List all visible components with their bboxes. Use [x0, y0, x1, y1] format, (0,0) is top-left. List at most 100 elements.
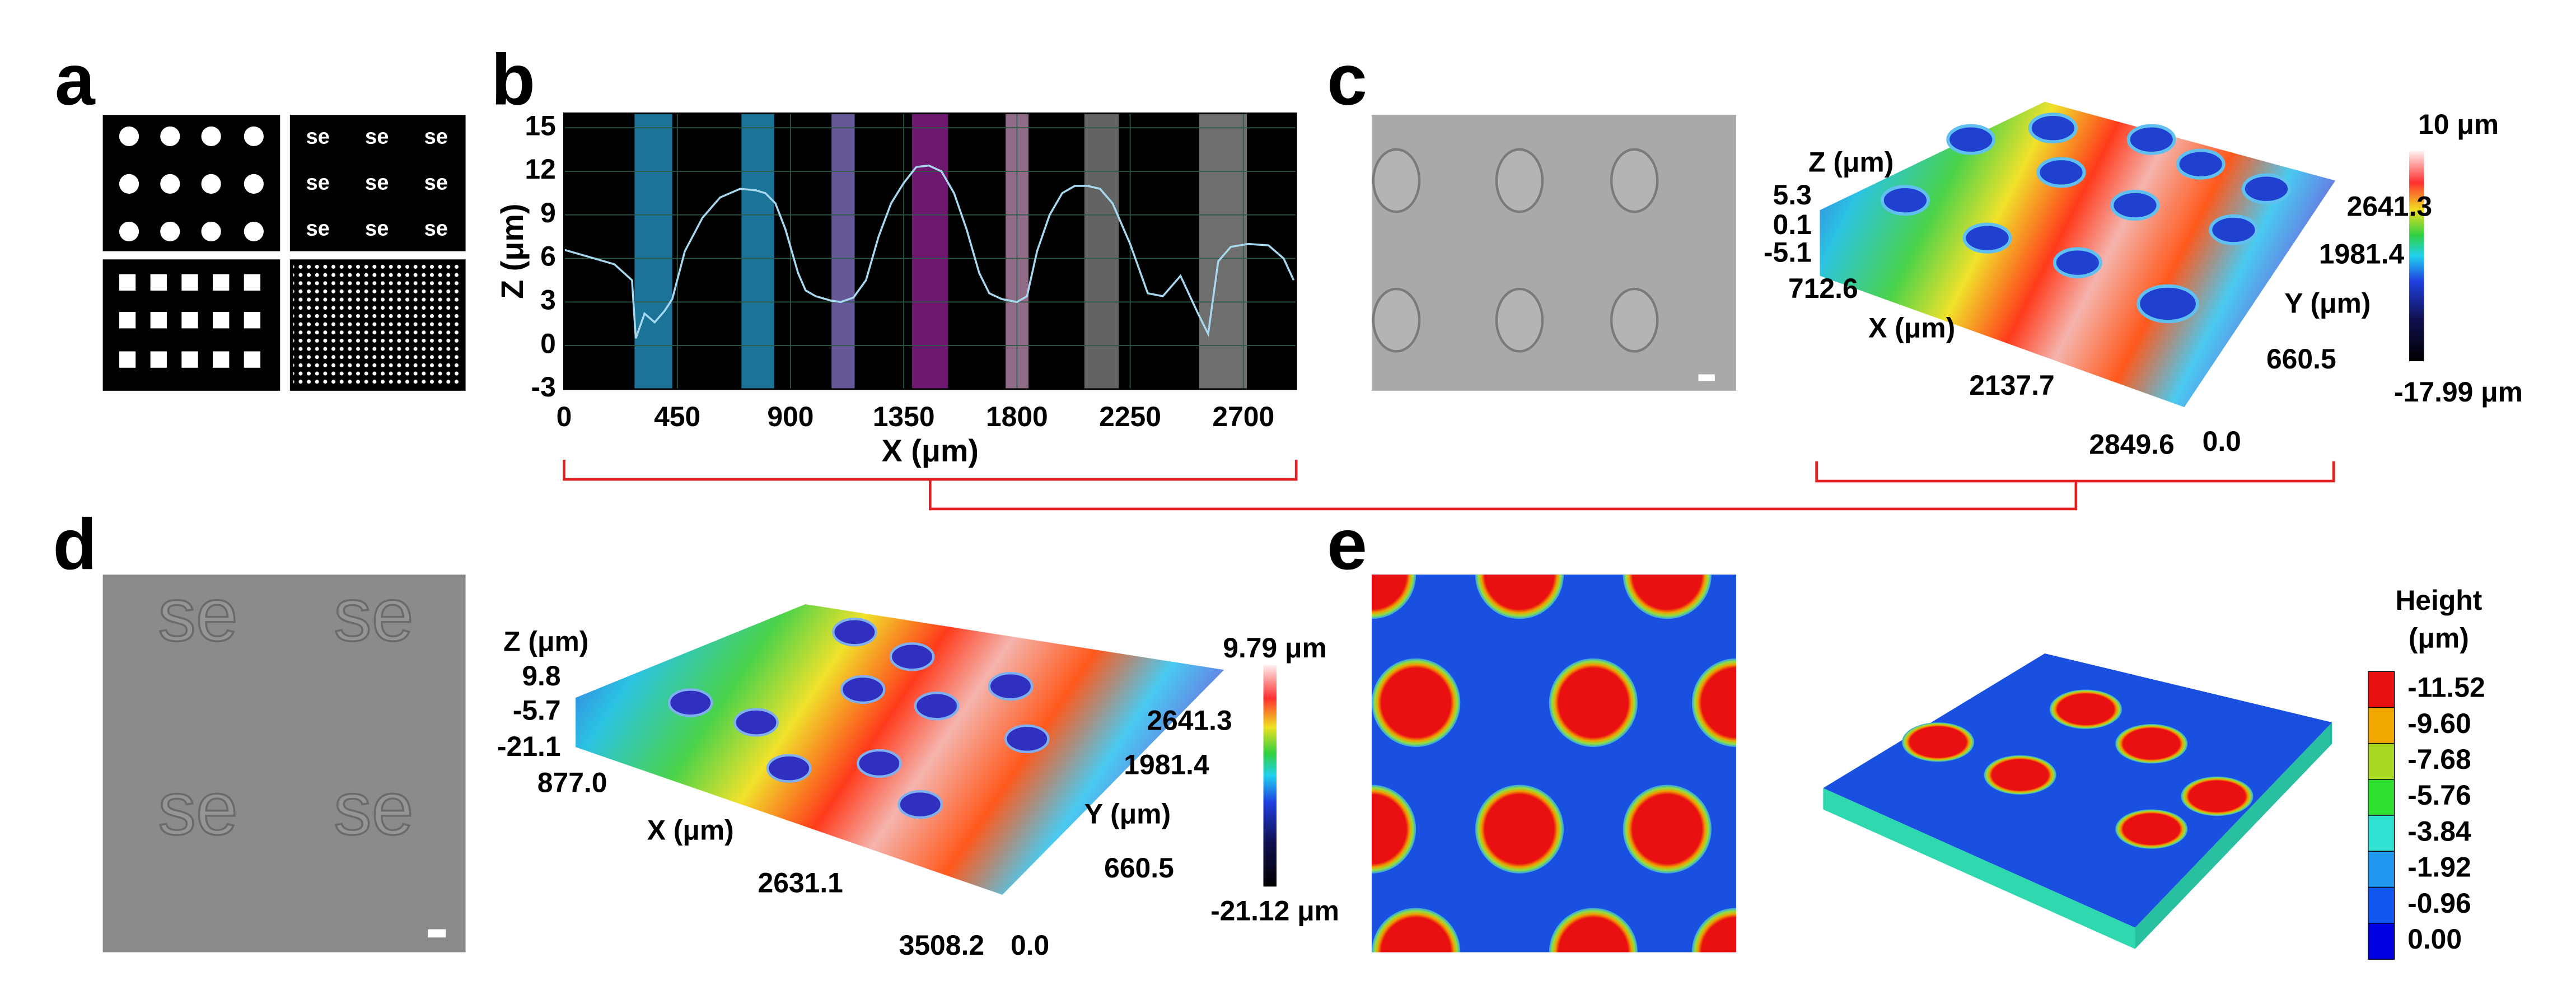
x-tick-label: 2631.1: [758, 867, 843, 899]
bracket: [1815, 461, 2335, 483]
y-tick-label: 0.0: [2203, 426, 2241, 457]
profile-line: [563, 164, 1295, 339]
highlight-band: [1084, 113, 1119, 389]
tile-text: se: [424, 125, 448, 148]
pattern-tile: [289, 115, 466, 251]
well: [766, 754, 812, 783]
legend-label: -0.96: [2407, 888, 2471, 919]
legend-label: 0.00: [2407, 923, 2462, 955]
pillar-dot: [201, 221, 221, 242]
z-tick-label: 5.3: [1773, 179, 1812, 211]
scale-bar: [1698, 374, 1715, 381]
legend-label: -5.76: [2407, 779, 2471, 811]
spot: [1691, 658, 1736, 748]
pillar-square: [119, 274, 136, 291]
z-tick-label: -21.1: [497, 731, 561, 762]
well: [733, 708, 779, 737]
spot: [2115, 724, 2188, 764]
micrograph: [1372, 115, 1736, 391]
pillar-square: [244, 312, 261, 329]
y-tick-label: -3: [531, 371, 556, 403]
well: [1880, 185, 1930, 216]
z-tick-label: -5.7: [513, 695, 561, 726]
spot: [1623, 575, 1712, 619]
pillar-square: [213, 312, 230, 329]
y-tick-label: 15: [525, 110, 555, 141]
slab-side: [1823, 788, 2135, 949]
scale-bar: [428, 929, 446, 938]
legend-label: -1.92: [2407, 852, 2471, 883]
pillar-dot: [160, 221, 180, 242]
legend-swatch: [2368, 779, 2395, 816]
pillar-square: [150, 351, 167, 368]
panel-label: c: [1327, 40, 1367, 120]
well: [832, 618, 877, 647]
well: [857, 749, 902, 778]
y-tick-label: 660.5: [1104, 852, 1174, 884]
highlight-band: [1199, 113, 1247, 389]
z-tick-label: -5.1: [1764, 237, 1812, 268]
tile-text: se: [365, 125, 389, 148]
well: [1372, 287, 1421, 353]
y-tick-label: 6: [540, 241, 556, 272]
y-tick-label: 2641.3: [1147, 704, 1232, 736]
well: [2136, 284, 2199, 324]
pillar-dot: [119, 174, 139, 194]
well: [2126, 124, 2176, 155]
spot: [1372, 908, 1461, 952]
spot: [1475, 784, 1564, 874]
pillar-square: [150, 312, 167, 329]
slab-top: [1823, 653, 2332, 928]
y-axis-label: Y (μm): [2284, 288, 2371, 319]
well: [914, 692, 960, 721]
spot: [1372, 575, 1416, 619]
x-tick-label: 1350: [873, 401, 935, 432]
pillar-dot: [201, 174, 221, 194]
dense-dots: [293, 263, 462, 387]
well: [1495, 148, 1544, 213]
well: [2110, 189, 2160, 221]
x-tick-label: 3508.2: [899, 930, 984, 961]
highlight-band: [911, 113, 948, 389]
y-tick-label: 660.5: [2266, 343, 2336, 375]
spot: [1549, 658, 1638, 748]
x-tick-label: 877.0: [537, 767, 607, 798]
well: [2036, 157, 2086, 188]
tile-text: se: [306, 217, 329, 241]
spot: [1475, 575, 1564, 619]
spot: [1984, 755, 2056, 795]
x-tick-label: 2137.7: [1969, 370, 2054, 401]
well: [2209, 214, 2259, 246]
well: [988, 671, 1034, 701]
embossed-pattern: se: [334, 766, 413, 851]
x-tick-label: 2700: [1212, 401, 1274, 432]
colorbar: [2409, 151, 2424, 362]
embossed-pattern: se: [158, 766, 237, 851]
legend-label: -7.68: [2407, 744, 2471, 775]
panel-label: d: [53, 504, 97, 585]
pillar-square: [119, 351, 136, 368]
legend-swatch: [2368, 671, 2395, 708]
pillar-dot: [160, 126, 180, 146]
legend-label: -3.84: [2407, 815, 2471, 847]
x-axis-label: X (μm): [1868, 312, 1955, 344]
z-tick-label: 9.8: [522, 660, 560, 692]
spot: [2181, 776, 2254, 816]
y-tick-label: 1981.4: [2319, 239, 2405, 270]
well: [1610, 148, 1659, 213]
y-tick-label: 2641.3: [2347, 191, 2432, 222]
legend-title: (μm): [2409, 623, 2469, 654]
tile-text: se: [365, 171, 389, 194]
well: [897, 790, 943, 819]
colorbar-label: 10 μm: [2418, 109, 2499, 140]
colorbar-label: -17.99 μm: [2394, 376, 2523, 408]
pillar-square: [181, 312, 198, 329]
y-tick-label: 0: [540, 328, 556, 359]
z-axis-label: Z (μm): [1808, 146, 1894, 178]
legend-swatch: [2368, 851, 2395, 888]
panel-label: a: [55, 40, 96, 120]
spot: [1902, 722, 1975, 762]
legend-title: Height: [2395, 585, 2482, 616]
pillar-square: [119, 312, 136, 329]
tile-text: se: [424, 171, 448, 194]
